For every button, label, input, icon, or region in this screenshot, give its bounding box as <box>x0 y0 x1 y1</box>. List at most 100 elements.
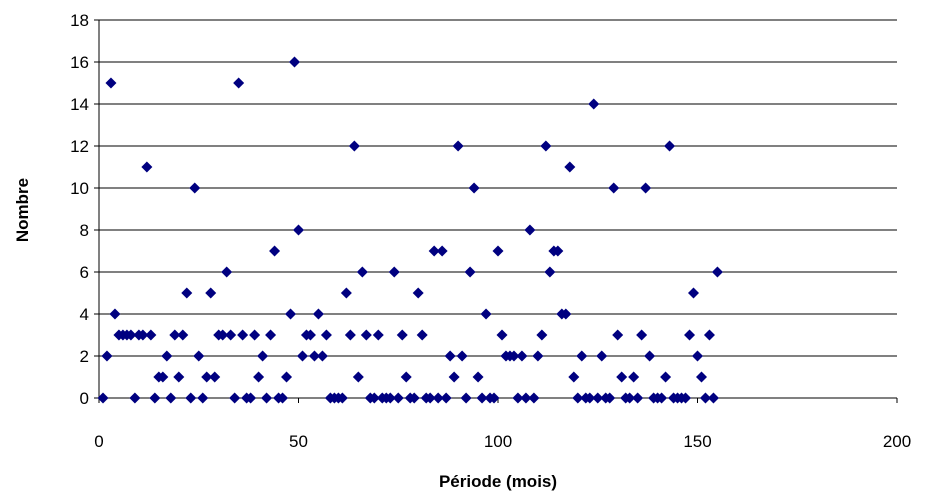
data-point <box>564 161 576 173</box>
x-tick-label: 150 <box>683 432 711 451</box>
data-point <box>472 371 484 383</box>
data-point <box>233 77 245 89</box>
data-point <box>141 161 153 173</box>
data-point <box>528 392 540 404</box>
data-point <box>428 245 440 257</box>
data-point <box>440 392 452 404</box>
data-point <box>145 329 157 341</box>
data-point <box>356 266 368 278</box>
data-point <box>249 329 261 341</box>
data-point <box>532 350 544 362</box>
data-point <box>480 308 492 320</box>
x-tick-label: 200 <box>883 432 911 451</box>
data-point <box>336 392 348 404</box>
data-point <box>316 350 328 362</box>
data-point <box>448 371 460 383</box>
data-point <box>536 329 548 341</box>
data-point <box>512 392 524 404</box>
data-point <box>368 392 380 404</box>
data-point <box>416 329 428 341</box>
data-point <box>608 182 620 194</box>
data-point <box>612 329 624 341</box>
data-point <box>360 329 372 341</box>
data-point <box>664 140 676 152</box>
data-point <box>464 266 476 278</box>
data-point <box>161 350 173 362</box>
data-points <box>97 56 723 404</box>
data-point <box>436 245 448 257</box>
data-point <box>604 392 616 404</box>
data-point <box>632 392 644 404</box>
data-point <box>253 371 265 383</box>
data-point <box>205 287 217 299</box>
data-point <box>265 329 277 341</box>
data-point <box>149 392 161 404</box>
data-point <box>285 308 297 320</box>
data-point <box>225 329 237 341</box>
data-point <box>245 392 257 404</box>
data-point <box>684 329 696 341</box>
data-point <box>320 329 332 341</box>
data-point <box>596 350 608 362</box>
data-point <box>312 308 324 320</box>
y-tick-label: 4 <box>80 305 89 324</box>
y-tick-label: 18 <box>70 11 89 30</box>
data-point <box>640 182 652 194</box>
data-point <box>688 287 700 299</box>
data-point <box>524 224 536 236</box>
data-point <box>169 329 181 341</box>
data-point <box>408 392 420 404</box>
data-point <box>496 329 508 341</box>
data-point <box>269 245 281 257</box>
data-point <box>189 182 201 194</box>
data-point <box>372 329 384 341</box>
data-point <box>644 350 656 362</box>
data-point <box>396 329 408 341</box>
data-point <box>344 329 356 341</box>
data-point <box>692 350 703 362</box>
data-point <box>384 392 396 404</box>
y-tick-label: 2 <box>80 347 89 366</box>
data-point <box>424 392 436 404</box>
data-point <box>185 392 197 404</box>
data-point <box>460 392 472 404</box>
data-point <box>699 392 711 404</box>
data-point <box>628 371 640 383</box>
x-axis-title: Période (mois) <box>439 472 557 491</box>
y-tick-label: 12 <box>70 137 89 156</box>
y-tick-label: 10 <box>70 179 89 198</box>
data-point <box>400 371 412 383</box>
data-point <box>552 245 564 257</box>
data-point <box>468 182 480 194</box>
data-point <box>544 266 556 278</box>
data-point <box>616 371 628 383</box>
data-point <box>572 392 584 404</box>
data-point <box>488 392 500 404</box>
data-point <box>568 371 580 383</box>
data-point <box>588 98 600 110</box>
data-point <box>197 392 209 404</box>
y-tick-labels: 0 2 4 6 8 10 12 14 16 18 <box>70 11 89 408</box>
data-point <box>660 371 672 383</box>
data-point <box>101 350 113 362</box>
data-point <box>452 140 464 152</box>
data-point <box>540 140 552 152</box>
y-tick-label: 0 <box>80 389 89 408</box>
data-point <box>388 266 400 278</box>
data-point <box>261 392 273 404</box>
data-point <box>352 371 364 383</box>
y-tick-label: 6 <box>80 263 89 282</box>
data-point <box>412 287 424 299</box>
data-point <box>217 329 229 341</box>
y-axis-title: Nombre <box>13 178 32 242</box>
data-point <box>636 329 648 341</box>
data-point <box>165 392 177 404</box>
data-point <box>624 392 636 404</box>
data-point <box>711 266 723 278</box>
data-point <box>137 329 149 341</box>
data-point <box>277 392 289 404</box>
data-point <box>308 350 320 362</box>
data-point <box>520 392 532 404</box>
data-point <box>304 329 316 341</box>
